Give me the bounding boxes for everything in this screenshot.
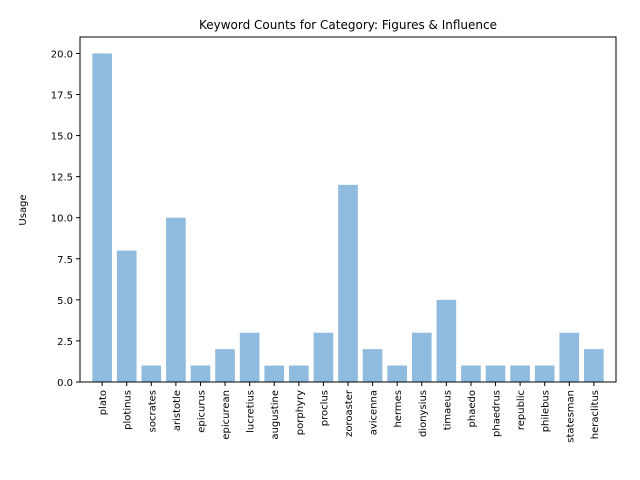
chart-title: Keyword Counts for Category: Figures & I…: [199, 18, 497, 32]
bar-aristotle: [166, 217, 186, 382]
x-tick-label: philebus: [541, 390, 552, 432]
y-axis-title: Usage: [18, 194, 29, 225]
x-tick-label: zoroaster: [344, 389, 355, 437]
y-tick-label: 2.5: [57, 337, 73, 348]
bar-statesman: [559, 332, 580, 382]
bar-avicenna: [362, 349, 383, 382]
bar-phaedrus: [485, 365, 506, 382]
bars-group: [92, 53, 604, 383]
y-tick-label: 20.0: [51, 49, 73, 60]
x-tick-label: statesman: [565, 390, 576, 443]
bar-hermes: [387, 365, 408, 382]
x-tick-label: phaedrus: [492, 390, 503, 437]
y-tick-label: 12.5: [51, 173, 73, 184]
bar-philebus: [534, 365, 555, 382]
bar-epicurus: [190, 365, 211, 382]
x-tick-label: epicurus: [196, 390, 207, 433]
x-axis-ticks: plato plotinus socrates aristotle epicurus ep…: [98, 382, 601, 443]
x-tick-label: porphyry: [295, 390, 306, 435]
bar-plotinus: [116, 250, 137, 382]
plot-frame: [79, 36, 617, 383]
y-tick-label: 0.0: [57, 378, 73, 389]
bar-dionysius: [411, 332, 432, 382]
y-axis-ticks: 0.0 2.5 5.0 7.5 10.0 12.5 15.0 17.5 20.0: [51, 49, 80, 389]
x-tick-label: hermes: [393, 390, 404, 428]
x-tick-label: republic: [516, 390, 527, 430]
x-tick-label: augustine: [270, 390, 281, 440]
bar-epicurean: [215, 349, 235, 382]
x-tick-label: lucretius: [246, 390, 257, 433]
y-tick-label: 10.0: [51, 214, 73, 225]
bar-proclus: [313, 332, 334, 382]
x-tick-label: epicurean: [221, 390, 232, 440]
bar-porphyry: [288, 365, 309, 382]
bar-lucretius: [239, 332, 260, 382]
bar-timaeus: [436, 299, 457, 382]
x-tick-label: timaeus: [442, 390, 453, 430]
x-tick-label: plato: [98, 390, 109, 415]
x-tick-label: proclus: [319, 390, 330, 426]
bar-republic: [510, 365, 530, 382]
bar-plato: [92, 53, 112, 383]
x-tick-label: avicenna: [369, 390, 380, 435]
x-tick-label: dionysius: [418, 390, 429, 437]
bar-heraclitus: [584, 349, 604, 382]
x-tick-label: heraclitus: [590, 390, 601, 439]
bar-zoroaster: [338, 184, 358, 382]
bar-augustine: [264, 365, 285, 382]
y-tick-label: 17.5: [51, 91, 73, 102]
y-tick-label: 7.5: [57, 255, 73, 266]
bar-socrates: [141, 365, 162, 382]
y-tick-label: 15.0: [51, 132, 73, 143]
x-tick-label: plotinus: [123, 390, 134, 430]
x-tick-label: aristotle: [172, 390, 183, 431]
x-tick-label: socrates: [147, 390, 158, 432]
x-tick-label: phaedo: [467, 390, 478, 427]
y-tick-label: 5.0: [57, 296, 73, 307]
bar-phaedo: [461, 365, 481, 382]
